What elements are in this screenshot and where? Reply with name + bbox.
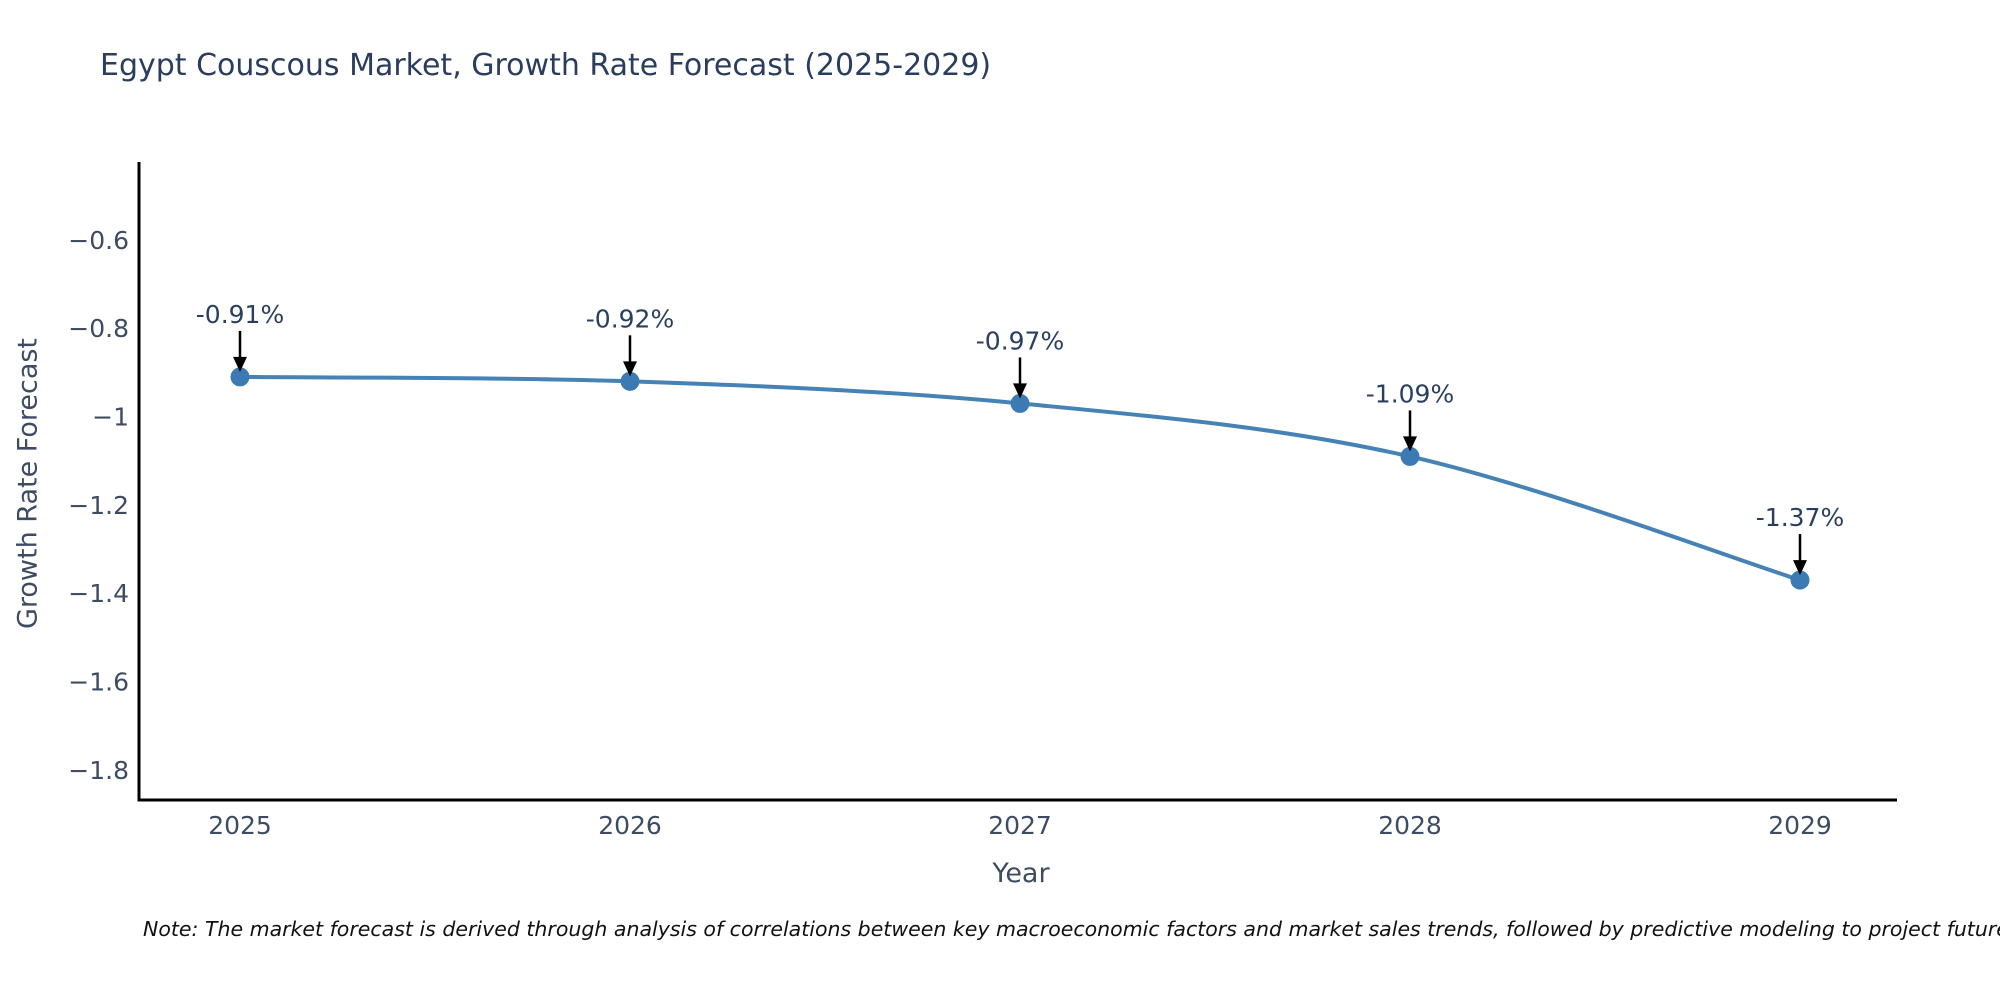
annotation-arrowhead <box>1793 560 1807 576</box>
y-tick-label: −1.4 <box>68 579 129 608</box>
data-point-marker[interactable] <box>230 367 250 387</box>
annotation-arrowhead <box>1013 383 1027 399</box>
point-annotation: -0.91% <box>196 300 284 329</box>
annotation-arrowhead <box>623 361 637 377</box>
data-point-marker[interactable] <box>1010 393 1030 413</box>
data-point-marker[interactable] <box>1400 446 1420 466</box>
footnote: Note: The market forecast is derived thr… <box>143 917 2000 941</box>
chart-title: Egypt Couscous Market, Growth Rate Forec… <box>100 48 992 83</box>
y-tick-label: −0.6 <box>68 226 129 255</box>
x-tick-label: 2029 <box>1768 811 1832 840</box>
annotation-arrowhead <box>1403 436 1417 452</box>
y-tick-label: −1.6 <box>68 667 129 696</box>
point-annotation: -1.09% <box>1366 379 1454 408</box>
data-point-marker[interactable] <box>620 371 640 391</box>
y-tick-label: −1.8 <box>68 756 129 785</box>
x-tick-label: 2026 <box>598 811 662 840</box>
data-point-marker[interactable] <box>1790 570 1810 590</box>
point-annotation: -1.37% <box>1756 503 1844 532</box>
point-annotation: -0.92% <box>586 304 674 333</box>
y-tick-label: −1 <box>92 402 129 431</box>
x-tick-label: 2028 <box>1378 811 1442 840</box>
annotation-arrowhead <box>233 356 247 372</box>
x-tick-label: 2025 <box>208 811 272 840</box>
y-tick-label: −0.8 <box>68 314 129 343</box>
x-tick-label: 2027 <box>988 811 1052 840</box>
point-annotation: -0.97% <box>976 326 1064 355</box>
axis-lines <box>137 162 1897 802</box>
y-tick-label: −1.2 <box>68 491 129 520</box>
x-axis-title: Year <box>992 858 1050 889</box>
